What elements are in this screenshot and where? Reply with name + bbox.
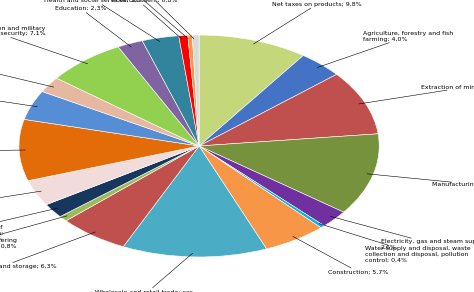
Wedge shape bbox=[66, 146, 199, 247]
Text: Administrative and related
additional services; 2,3%: Administrative and related additional se… bbox=[0, 58, 54, 87]
Wedge shape bbox=[123, 146, 266, 257]
Text: Health and social services; 3,3%: Health and social services; 3,3% bbox=[45, 0, 160, 41]
Text: Professional, scientific and
technical activities; 4,3%: Professional, scientific and technical a… bbox=[0, 86, 37, 107]
Text: Other types of services; 0,4%: Other types of services; 0,4% bbox=[94, 0, 188, 39]
Text: Financial and insurance activities;
3,8%: Financial and insurance activities; 3,8% bbox=[0, 191, 41, 215]
Wedge shape bbox=[199, 134, 379, 212]
Text: Culture, sports, leisure and
entertainment; 0,8%: Culture, sports, leisure and entertainme… bbox=[92, 0, 182, 39]
Text: Education; 2,3%: Education; 2,3% bbox=[55, 6, 131, 47]
Text: Public administration and military
security; social security; 7,1%: Public administration and military secur… bbox=[0, 26, 88, 64]
Text: Water supply and disposal, waste
collection and disposal, pollution
control; 0,4: Water supply and disposal, waste collect… bbox=[319, 224, 471, 263]
Wedge shape bbox=[188, 35, 199, 146]
Text: Business of hotels and catering
enterprises; 0,8%: Business of hotels and catering enterpri… bbox=[0, 216, 67, 249]
Wedge shape bbox=[28, 146, 199, 205]
Text: Wholesale and retail trade; car
repair services; 13,0%: Wholesale and retail trade; car repair s… bbox=[95, 253, 193, 292]
Wedge shape bbox=[199, 35, 303, 146]
Wedge shape bbox=[19, 119, 199, 181]
Wedge shape bbox=[199, 74, 378, 146]
Wedge shape bbox=[118, 41, 199, 146]
Wedge shape bbox=[199, 55, 337, 146]
Wedge shape bbox=[56, 47, 199, 146]
Wedge shape bbox=[199, 146, 324, 228]
Text: Net taxes on products; 9,8%: Net taxes on products; 9,8% bbox=[254, 2, 362, 44]
Wedge shape bbox=[42, 78, 199, 146]
Wedge shape bbox=[199, 146, 321, 249]
Wedge shape bbox=[142, 36, 199, 146]
Wedge shape bbox=[24, 91, 199, 146]
Wedge shape bbox=[192, 35, 199, 146]
Wedge shape bbox=[60, 146, 199, 221]
Wedge shape bbox=[199, 146, 344, 226]
Text: Transportation and storage; 6,3%: Transportation and storage; 6,3% bbox=[0, 232, 95, 269]
Text: Construction; 5,7%: Construction; 5,7% bbox=[293, 237, 389, 274]
Text: Household activities ; 0,6%: Household activities ; 0,6% bbox=[109, 0, 194, 39]
Wedge shape bbox=[46, 146, 199, 217]
Text: Activities in the field of
information and communication;
2,1%: Activities in the field of information a… bbox=[0, 208, 57, 241]
Text: Extraction of minerals; 9,4%: Extraction of minerals; 9,4% bbox=[359, 85, 474, 104]
Text: Manufacturing activity; 11,9%: Manufacturing activity; 11,9% bbox=[367, 174, 474, 187]
Text: Electricity, gas and steam supply;
2,6%: Electricity, gas and steam supply; 2,6% bbox=[330, 216, 474, 250]
Text: Agriculture, forestry and fish
farming; 4,0%: Agriculture, forestry and fish farming; … bbox=[318, 31, 453, 67]
Text: Real estate transactions; 8,9%: Real estate transactions; 8,9% bbox=[0, 149, 25, 154]
Wedge shape bbox=[179, 35, 199, 146]
